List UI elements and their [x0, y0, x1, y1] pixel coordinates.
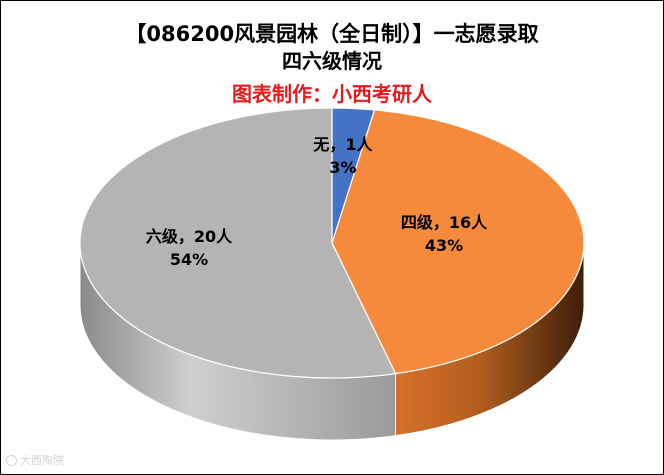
chart-subtitle: 四六级情况 [282, 49, 382, 73]
slice-percent-0: 3% [329, 158, 356, 177]
slice-label-1: 四级，16人 [401, 213, 488, 232]
pie-slice-2 [79, 107, 397, 379]
chart-title: 【086200风景园林（全日制）】一志愿录取 [125, 22, 539, 46]
slice-percent-2: 54% [170, 250, 208, 269]
slice-label-0: 无，1人 [312, 135, 373, 154]
watermark-text: 大西陶院 [20, 454, 64, 467]
slice-percent-1: 43% [425, 236, 463, 255]
watermark-icon [6, 455, 17, 466]
pie-slice-1 [331, 109, 585, 375]
chart-credit: 图表制作：小西考研人 [232, 82, 432, 106]
watermark: 大西陶院 [6, 452, 64, 468]
slice-label-2: 六级，20人 [146, 227, 233, 246]
